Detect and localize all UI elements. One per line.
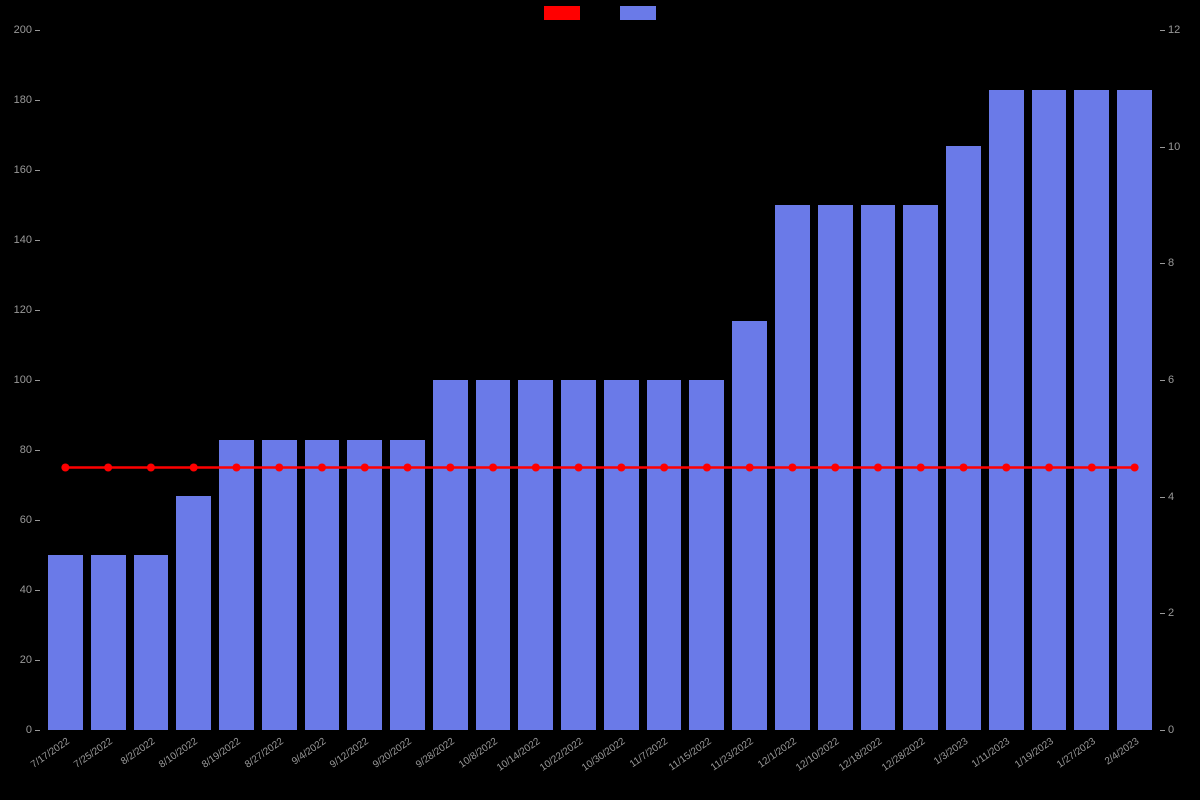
y-axis-left: 020406080100120140160180200: [0, 30, 40, 730]
bar: [1032, 90, 1067, 731]
bar: [219, 440, 254, 731]
y-left-tick-label: 160: [0, 164, 32, 176]
bar: [48, 555, 83, 730]
bar: [689, 380, 724, 730]
y-axis-right: 024681012: [1160, 30, 1200, 730]
y-left-tick-label: 0: [0, 724, 32, 736]
bar: [433, 380, 468, 730]
bar: [732, 321, 767, 731]
bar: [1074, 90, 1109, 731]
bar: [946, 146, 981, 731]
y-left-tick-label: 60: [0, 514, 32, 526]
y-right-tick-label: 2: [1168, 607, 1174, 619]
bar: [775, 205, 810, 730]
y-right-tick-label: 10: [1168, 141, 1180, 153]
legend-item-bar: [620, 6, 656, 20]
bar: [818, 205, 853, 730]
legend-swatch-red: [544, 6, 580, 20]
bar: [176, 496, 211, 731]
bar: [347, 440, 382, 731]
bar: [861, 205, 896, 730]
y-right-tick-label: 4: [1168, 491, 1174, 503]
x-axis-labels: 7/17/20227/25/20228/2/20228/10/20228/19/…: [40, 732, 1160, 792]
bar: [604, 380, 639, 730]
chart-container: 0 20 40 60 80 100 120 140 160 180 200 0 2 4 6 8 10 12 7/…: [0, 0, 1200, 800]
y-right-tick-label: 6: [1168, 374, 1174, 386]
legend-swatch-blue: [620, 6, 656, 20]
y-left-tick-label: 180: [0, 94, 32, 106]
y-left-tick-label: 80: [0, 444, 32, 456]
y-left-tick-label: 200: [0, 24, 32, 36]
legend: [544, 6, 656, 20]
bar: [262, 440, 297, 731]
y-right-tick-label: 0: [1168, 724, 1174, 736]
bar: [647, 380, 682, 730]
bar: [390, 440, 425, 731]
y-right-tick-label: 8: [1168, 257, 1174, 269]
plot-area: [40, 30, 1160, 730]
bar: [476, 380, 511, 730]
bar: [91, 555, 126, 730]
bar: [134, 555, 169, 730]
x-tick-label: 7/17/2022: [29, 736, 72, 771]
y-right-tick-label: 12: [1168, 24, 1180, 36]
bar: [518, 380, 553, 730]
y-left-tick-label: 140: [0, 234, 32, 246]
y-left-tick-label: 40: [0, 584, 32, 596]
y-left-tick-label: 120: [0, 304, 32, 316]
bars-container: [40, 30, 1160, 730]
bar: [305, 440, 340, 731]
bar: [1117, 90, 1152, 731]
y-left-tick-label: 20: [0, 654, 32, 666]
y-left-tick-label: 100: [0, 374, 32, 386]
bar: [903, 205, 938, 730]
legend-item-line: [544, 6, 580, 20]
bar: [561, 380, 596, 730]
bar: [989, 90, 1024, 731]
